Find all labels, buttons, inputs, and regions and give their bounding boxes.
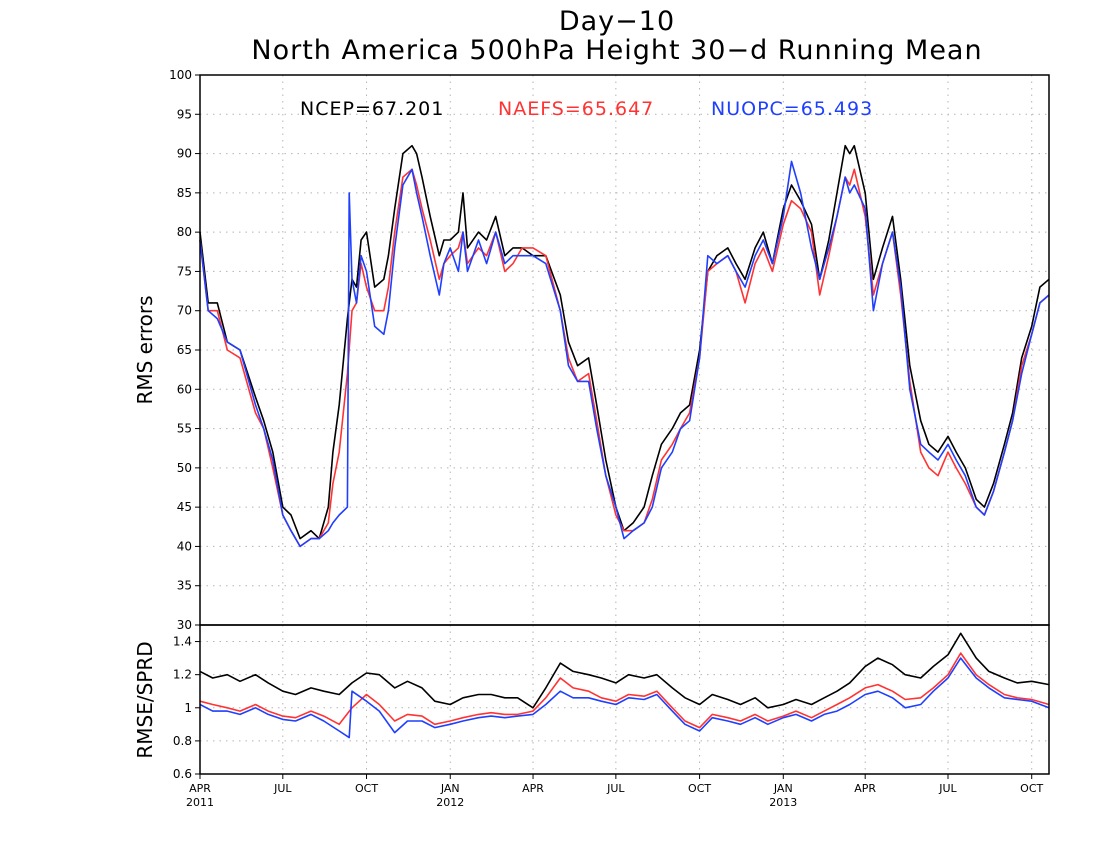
bottom-y-tick-label: 0.6 xyxy=(173,767,192,781)
chart-title: Day−10 xyxy=(559,6,675,37)
nuopc-stat-label: NUOPC=65.493 xyxy=(711,98,873,120)
chart-subtitle: North America 500hPa Height 30−d Running… xyxy=(251,35,982,66)
top-y-tick-label: 85 xyxy=(177,186,192,200)
x-tick-month-label: APR xyxy=(189,782,211,795)
ncep-stat-label: NCEP=67.201 xyxy=(300,98,444,120)
bottom-series xyxy=(199,632,1050,739)
x-tick-year-label: 2011 xyxy=(186,796,214,809)
top-y-tick-label: 35 xyxy=(177,579,192,593)
top-y-ticks: 30 35 40 45 50 55 60 65 70 75 80 85 90 95 100 xyxy=(169,68,200,632)
top-y-tick-label: 40 xyxy=(177,539,192,553)
bottom-y-ticks: 0.6 0.8 1 1.2 1.4 xyxy=(173,635,200,781)
bottom-y-tick-label: 1 xyxy=(184,701,192,715)
bottom-grid xyxy=(200,625,1049,774)
top-series-ncep-line xyxy=(199,144,1050,540)
top-y-tick-label: 100 xyxy=(169,68,192,82)
top-y-tick-label: 60 xyxy=(177,382,192,396)
top-y-tick-label: 80 xyxy=(177,225,192,239)
bottom-panel-frame xyxy=(199,624,1050,775)
top-y-tick-label: 55 xyxy=(177,422,192,436)
x-tick-year-label: 2013 xyxy=(769,796,797,809)
top-y-tick-label: 45 xyxy=(177,500,192,514)
x-tick-month-label: OCT xyxy=(355,782,378,795)
x-tick-month-label: OCT xyxy=(1020,782,1043,795)
x-tick-month-label: JUL xyxy=(273,782,292,795)
x-tick-month-label: JUL xyxy=(606,782,625,795)
top-y-tick-label: 90 xyxy=(177,147,192,161)
top-grid xyxy=(200,75,1049,625)
top-y-axis-label: RMS errors xyxy=(133,295,157,404)
top-y-tick-label: 70 xyxy=(177,304,192,318)
top-y-tick-label: 50 xyxy=(177,461,192,475)
top-y-tick-label: 65 xyxy=(177,343,192,357)
bottom-y-tick-label: 1.2 xyxy=(173,668,192,682)
x-tick-year-label: 2012 xyxy=(436,796,464,809)
top-y-tick-label: 30 xyxy=(177,618,192,632)
bottom-series-naefs-line xyxy=(199,652,1050,729)
bottom-series-nuopc-line xyxy=(199,657,1050,739)
bottom-y-tick-label: 0.8 xyxy=(173,734,192,748)
top-y-tick-label: 75 xyxy=(177,264,192,278)
top-y-tick-label: 95 xyxy=(177,107,192,121)
naefs-stat-label: NAEFS=65.647 xyxy=(498,98,654,120)
x-tick-month-label: JUL xyxy=(938,782,957,795)
bottom-y-axis-label: RMSE/SPRD xyxy=(133,641,157,758)
top-series-nuopc-line xyxy=(199,160,1050,548)
x-tick-month-label: APR xyxy=(522,782,544,795)
x-tick-month-label: JAN xyxy=(773,782,793,795)
bottom-series-ncep-line xyxy=(199,632,1050,709)
x-tick-month-label: OCT xyxy=(688,782,711,795)
x-tick-month-label: APR xyxy=(854,782,876,795)
bottom-y-tick-label: 1.4 xyxy=(173,635,192,649)
top-series xyxy=(199,144,1050,548)
x-tick-month-label: JAN xyxy=(440,782,460,795)
top-series-naefs-line xyxy=(199,168,1050,548)
